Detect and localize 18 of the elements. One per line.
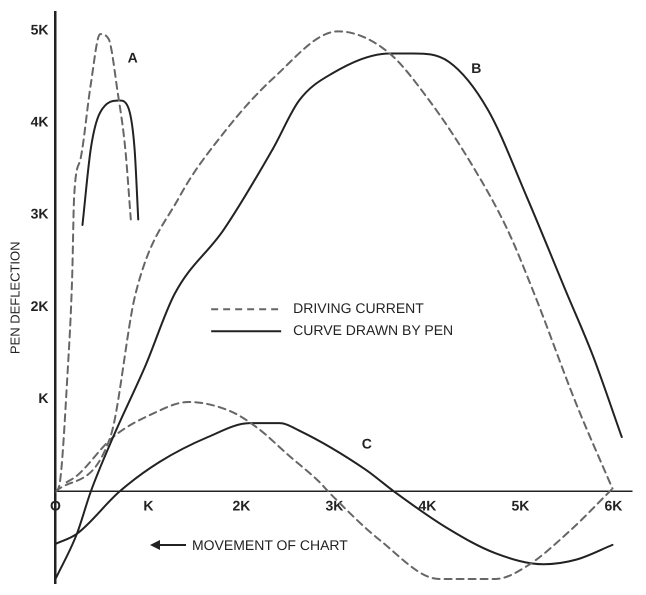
x-tick-label: 2K [232,498,250,514]
y-tick-label: 2K [30,298,48,314]
y-tick-label: 3K [30,206,48,222]
x-tick-label: 3K [325,498,344,514]
annotation: B [471,60,482,76]
legend-label: CURVE DRAWN BY PEN [293,322,454,338]
y-tick-label: 5K [30,21,48,38]
x-tick-label: 6K [604,498,622,514]
y-tick-label: K [38,390,48,406]
annotation: A [128,50,138,66]
y-axis-title: PEN DEFLECTION [7,241,22,354]
x-axis-title: MOVEMENT OF CHART [192,537,348,553]
x-tick-label: 5K [511,498,530,514]
x-tick-label: K [143,498,154,514]
annotation: C [362,436,372,452]
legend-label: DRIVING CURRENT [293,300,424,316]
x-tick-label: 4K [418,498,436,514]
y-tick-label: 4K [30,113,48,130]
